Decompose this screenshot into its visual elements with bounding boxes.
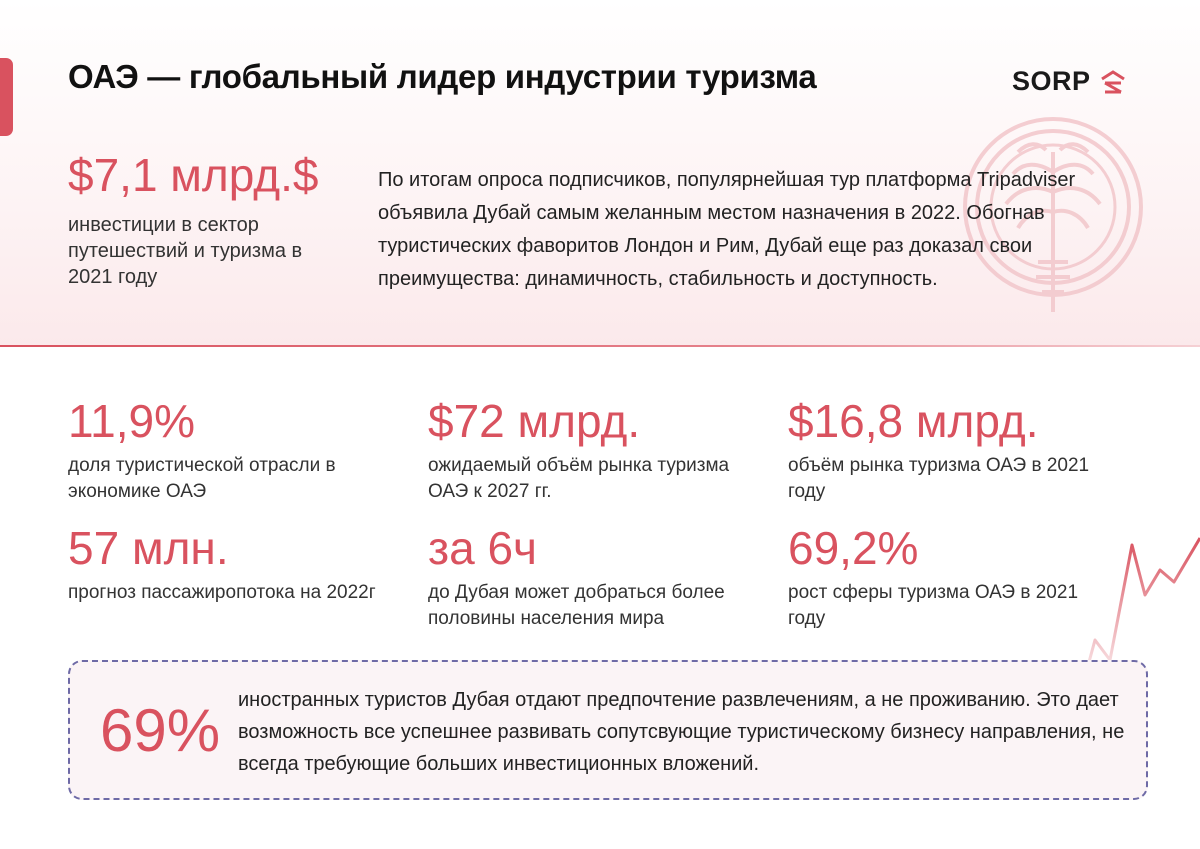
palm-emblem-icon — [963, 117, 1143, 312]
stat-value: 69,2% — [788, 522, 919, 574]
stat-value: $72 млрд. — [428, 395, 641, 447]
stat-card: 69,2% рост сферы туризма ОАЭ в 2021 году — [788, 522, 1118, 632]
section-divider — [0, 345, 1200, 347]
stat-value: 57 млн. — [68, 522, 229, 574]
stat-description: объём рынка туризма ОАЭ в 2021 году — [788, 455, 1090, 502]
stat-description: прогноз пассажиропотока на 2022г — [68, 582, 376, 603]
stat-value: $16,8 млрд. — [788, 395, 1039, 447]
stat-card: 11,9% доля туристической отрасли в эконо… — [68, 395, 398, 505]
callout-text: иностранных туристов Дубая отдают предпо… — [238, 689, 1125, 775]
stat-description: рост сферы туризма ОАЭ в 2021 году — [788, 582, 1079, 629]
intro-paragraph: По итогам опроса подписчиков, популярней… — [378, 169, 1076, 290]
stat-card: $72 млрд. ожидаемый объём рынка туризма … — [428, 395, 758, 505]
accent-tab — [0, 58, 13, 136]
callout-box: 69% иностранных туристов Дубая отдают пр… — [68, 660, 1148, 800]
headline-stat-description: инвестиции в сектор путешествий и туризм… — [68, 214, 303, 288]
stat-description: до Дубая может добраться более половины … — [428, 582, 725, 629]
logo: SORP — [1012, 66, 1127, 97]
growth-line-icon — [1078, 537, 1200, 696]
stat-card: $16,8 млрд. объём рынка туризма ОАЭ в 20… — [788, 395, 1118, 505]
page-title: ОАЭ — глобальный лидер индустрии туризма — [68, 58, 817, 95]
callout-value: 69% — [100, 697, 221, 764]
stat-description: доля туристической отрасли в экономике О… — [68, 455, 336, 502]
stat-card: за 6ч до Дубая может добраться более пол… — [428, 522, 758, 632]
logo-mark-icon — [1100, 69, 1125, 93]
stat-value: 11,9% — [68, 395, 196, 447]
stat-value: за 6ч — [428, 522, 538, 574]
stat-card: 57 млн. прогноз пассажиропотока на 2022г — [68, 522, 398, 606]
headline-stat-value: $7,1 млрд.$ — [68, 149, 319, 201]
stat-description: ожидаемый объём рынка туризма ОАЭ к 2027… — [428, 455, 730, 502]
logo-text: SORP — [1012, 66, 1091, 96]
